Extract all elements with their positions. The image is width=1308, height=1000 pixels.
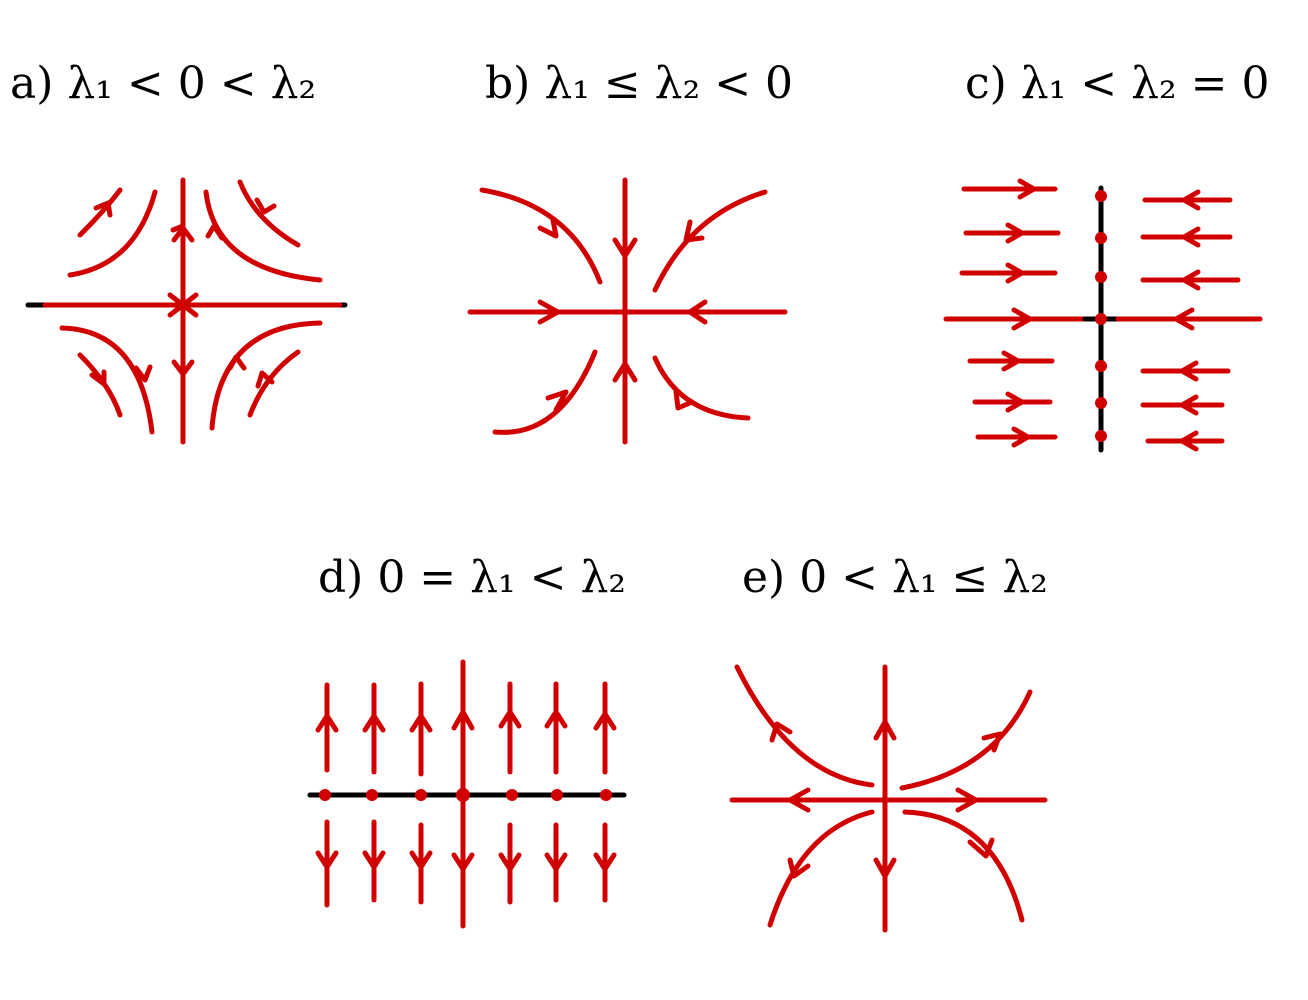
panel-b-arrow	[612, 361, 638, 383]
panel-a-label: a) λ₁ < 0 < λ₂	[10, 58, 316, 109]
panel-b-trajectory	[652, 355, 751, 421]
panel-b-label: b) λ₁ ≤ λ₂ < 0	[485, 58, 793, 109]
panel-a-trajectory	[77, 187, 123, 238]
panel-e-arrow	[873, 719, 897, 741]
panel-a-saddle-portrait	[25, 177, 348, 445]
panel-c-equilibrium-points	[1095, 190, 1107, 442]
panel-b-trajectory	[479, 187, 603, 285]
panel-a-trajectory	[77, 352, 123, 418]
panel-b-trajectory	[652, 189, 768, 293]
panel-a-arrow	[89, 369, 107, 387]
panel-c-portrait	[943, 178, 1263, 453]
panel-b-arrow	[687, 299, 708, 325]
panel-a-arrow	[205, 223, 225, 241]
panel-d-downward-flow	[315, 819, 617, 908]
panel-b-arrow	[673, 389, 695, 411]
panel-b-trajectory	[492, 349, 598, 435]
panel-b-arrow	[537, 217, 559, 239]
panel-b-arrow	[683, 219, 705, 243]
panel-e-arrow	[967, 837, 995, 859]
panel-b-arrow	[612, 237, 638, 259]
panel-e-arrow	[981, 731, 1003, 753]
panel-b-arrow	[537, 299, 561, 325]
panel-e-arrow	[955, 787, 979, 813]
panel-d-equilibrium-points	[319, 788, 612, 802]
panel-e-unstable-node-portrait	[729, 664, 1048, 933]
panel-a-arrow	[170, 223, 186, 233]
panel-d-upward-flow	[315, 681, 617, 777]
panel-a-trajectory	[209, 320, 323, 431]
panel-e-trajectory	[899, 689, 1033, 791]
panel-a-arrow	[180, 292, 199, 318]
panel-d-portrait	[307, 659, 627, 929]
panel-e-trajectory	[734, 664, 875, 788]
panel-a-arrow	[171, 359, 195, 377]
panel-e-label: e) 0 < λ₁ ≤ λ₂	[742, 552, 1048, 603]
panel-a-trajectory	[203, 189, 323, 283]
panel-e-arrow	[769, 721, 793, 743]
panel-a-arrow	[255, 370, 275, 389]
panel-c-left-flow	[959, 178, 1061, 448]
panel-a-arrow	[93, 200, 113, 218]
panel-e-trajectory	[902, 809, 1025, 923]
panel-a-trajectory	[67, 189, 158, 278]
panel-d-label: d) 0 = λ₁ < λ₂	[318, 552, 626, 603]
panel-a-arrow	[254, 197, 277, 215]
panel-e-arrow	[873, 857, 897, 879]
panel-a-trajectory	[59, 325, 155, 435]
panel-c-label: c) λ₁ < λ₂ = 0	[965, 58, 1270, 109]
panel-b-arrow	[545, 389, 569, 413]
panel-c-right-flow	[1140, 189, 1241, 452]
panel-b-stable-node-portrait	[467, 177, 788, 445]
panel-a-arrow	[227, 354, 247, 371]
panel-a-arrow	[133, 364, 153, 383]
panel-e-arrow	[787, 787, 811, 813]
panel-a-trajectory	[237, 179, 301, 248]
panel-e-trajectory	[767, 809, 875, 928]
panel-e-arrow	[787, 857, 811, 879]
